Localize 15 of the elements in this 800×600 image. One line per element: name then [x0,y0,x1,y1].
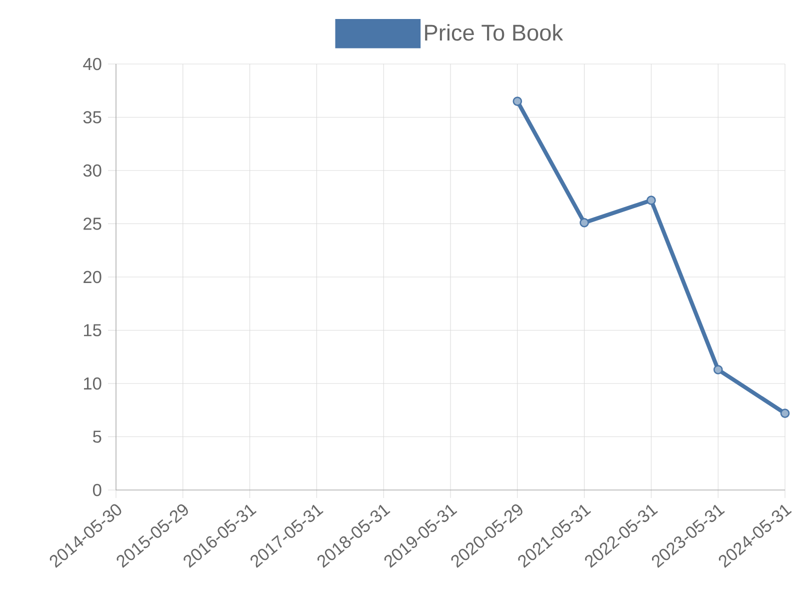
y-tick-label: 0 [92,484,102,496]
point [512,96,522,106]
y-tick-label: 20 [84,270,102,284]
point [780,408,790,418]
y-tick-label: 35 [83,111,102,124]
point [580,218,589,228]
y-tick-label: 25 [84,218,102,230]
legend-label: Price To Book [425,24,564,41]
y-tick-label: 30 [83,164,102,177]
point [713,364,723,374]
y-tick-label: 10 [84,377,102,390]
y-tick-label: 40 [83,58,102,70]
point [646,196,656,205]
y-tick-label: 15 [84,324,102,336]
y-tick-label: 5 [93,430,102,443]
